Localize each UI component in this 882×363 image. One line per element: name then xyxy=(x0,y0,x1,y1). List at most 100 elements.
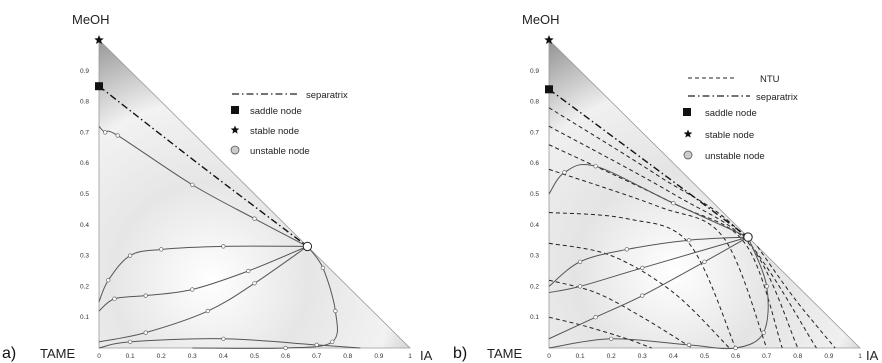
vertex-label-ia: IA xyxy=(420,348,433,363)
saddle-node-square-icon xyxy=(95,82,103,91)
curve-marker xyxy=(314,342,319,348)
curve-marker xyxy=(112,296,117,301)
y-tick-label: 0.8 xyxy=(530,99,539,106)
curve-marker xyxy=(106,278,111,283)
y-tick-labels: 0.1 0.2 0.3 0.4 0.5 0.6 0.7 0.8 0.9 xyxy=(530,68,539,321)
separatrix-layer xyxy=(98,85,308,247)
curve-marker xyxy=(252,281,257,286)
saddle-node-square-icon xyxy=(545,85,553,94)
x-tick-label: 0.2 xyxy=(607,353,616,360)
x-tick-label: 0.5 xyxy=(700,353,709,360)
y-tick-labels: 0.1 0.2 0.3 0.4 0.5 0.6 0.7 0.8 0.9 xyxy=(80,68,89,321)
legend-star-icon xyxy=(683,129,693,138)
x-tick-label: 0.1 xyxy=(576,353,585,360)
curve-marker xyxy=(764,284,769,289)
x-tick-label: 0.2 xyxy=(157,353,166,360)
x-tick-label: 1 xyxy=(858,353,862,360)
nodes xyxy=(544,35,753,242)
y-tick-label: 0.4 xyxy=(80,222,89,229)
curve-marker xyxy=(624,247,629,252)
unstable-node-circle-icon xyxy=(302,241,313,252)
panel-label-a: a) xyxy=(2,345,16,362)
triangle-fill xyxy=(98,39,411,349)
x-tick-label: 0.7 xyxy=(312,353,321,360)
y-tick-label: 0.3 xyxy=(80,253,89,260)
residue-curve xyxy=(548,236,749,294)
x-tick-label: 0.4 xyxy=(219,353,228,360)
legend-circle-icon xyxy=(683,150,693,160)
curve-marker xyxy=(103,130,108,135)
residue-curve xyxy=(548,163,749,238)
curve-marker xyxy=(733,345,738,351)
vertex-label-meoh: MeOH xyxy=(522,12,560,27)
x-tick-label: 0 xyxy=(547,353,551,360)
x-tick-label: 0.3 xyxy=(188,353,197,360)
x-tick-labels: 0 0.1 0.2 0.3 0.4 0.5 0.6 0.7 0.8 0.9 1 xyxy=(97,353,412,360)
x-tick-label: 0.4 xyxy=(669,353,678,360)
curve-marker xyxy=(640,293,645,298)
y-tick-label: 0.5 xyxy=(530,191,539,198)
curve-marker xyxy=(577,284,583,289)
y-tick-label: 0.7 xyxy=(530,129,539,136)
legend-circle-icon xyxy=(230,145,240,155)
unstable-node-circle-icon xyxy=(743,232,753,242)
residue-curves xyxy=(548,163,769,351)
curve-marker xyxy=(761,330,766,335)
x-tick-label: 1 xyxy=(408,353,412,360)
x-tick-label: 0.7 xyxy=(762,353,771,360)
curve-marker xyxy=(702,259,707,264)
x-tick-labels: 0 0.1 0.2 0.3 0.4 0.5 0.6 0.7 0.8 0.9 1 xyxy=(547,353,862,360)
curve-marker xyxy=(159,247,164,252)
curve-marker xyxy=(640,265,645,271)
x-tick-label: 0 xyxy=(97,353,101,360)
x-tick-label: 0.6 xyxy=(281,353,290,360)
curve-marker xyxy=(205,308,210,314)
curve-marker xyxy=(143,330,148,335)
vertex-label-tame: TAME xyxy=(487,346,522,361)
curve-marker xyxy=(593,164,598,169)
y-tick-label: 0.1 xyxy=(530,314,539,321)
ntu-line xyxy=(548,279,693,349)
y-tick-label: 0.4 xyxy=(530,222,539,229)
vertex-label-meoh: MeOH xyxy=(72,12,110,27)
legend-star-icon xyxy=(230,125,240,134)
x-tick-label: 0.9 xyxy=(374,353,383,360)
curve-marker xyxy=(320,265,326,271)
curve-marker xyxy=(686,238,692,243)
ntu-line xyxy=(548,242,730,349)
curve-marker xyxy=(283,345,288,351)
curve-marker xyxy=(686,342,692,348)
y-tick-label: 0.2 xyxy=(530,283,539,290)
legend-label-separatrix: separatrix xyxy=(306,90,348,101)
panel-a: 0 0.1 0.2 0.3 0.4 0.5 0.6 0.7 0.8 0.9 1 0.10.20.30… xyxy=(2,12,433,363)
legend-label-stable: stable node xyxy=(250,126,299,137)
ntu-line xyxy=(756,246,836,349)
y-tick-label: 0.6 xyxy=(80,160,89,167)
curve-marker xyxy=(128,253,133,258)
y-tick-label: 0.6 xyxy=(530,160,539,167)
legend-label-unstable: unstable node xyxy=(705,151,765,162)
legend-label-saddle: saddle node xyxy=(705,108,757,119)
legend-label-saddle: saddle node xyxy=(250,106,302,117)
vertex-label-ia: IA xyxy=(866,348,879,363)
curve-marker xyxy=(671,201,676,206)
curve-marker xyxy=(333,308,338,314)
y-tick-label: 0.9 xyxy=(80,68,89,75)
ntu-line xyxy=(548,168,768,349)
x-tick-label: 0.8 xyxy=(343,353,352,360)
y-tick-label: 0.2 xyxy=(80,283,89,290)
curve-marker xyxy=(562,170,567,175)
y-tick-label: 0.1 xyxy=(80,314,89,321)
y-tick-label: 0.9 xyxy=(530,68,539,75)
curve-marker xyxy=(221,244,226,249)
curve-marker xyxy=(330,339,335,344)
separatrix-line xyxy=(98,85,308,247)
separatrix-layer xyxy=(548,88,749,238)
ntu-line xyxy=(548,211,737,349)
legend-square-icon xyxy=(231,106,239,114)
x-tick-label: 0.5 xyxy=(250,353,259,360)
x-tick-label: 0.8 xyxy=(793,353,802,360)
legend-label-stable: stable node xyxy=(705,130,754,141)
separatrix-line xyxy=(548,88,749,238)
